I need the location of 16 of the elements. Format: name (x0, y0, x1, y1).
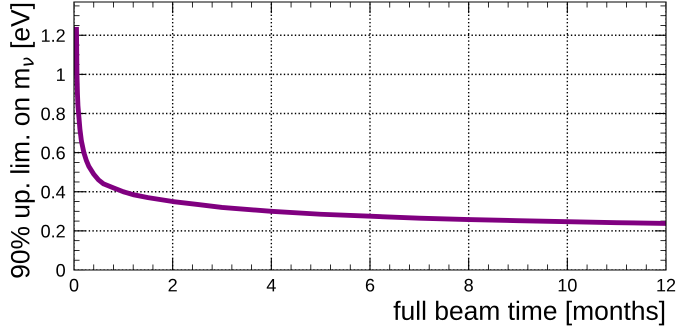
x-tick-label: 8 (464, 278, 473, 292)
y-tick-label: 0 (56, 264, 65, 277)
x-tick-label: 0 (70, 278, 78, 292)
y-tick-label: 1 (57, 68, 65, 81)
y-tick-label: 0.8 (41, 107, 65, 120)
y-tick-label: 1.2 (42, 29, 65, 42)
x-tick-label: 10 (558, 278, 577, 292)
x-axis-title: full beam time [months] (394, 300, 664, 326)
x-tick-label: 12 (657, 278, 676, 292)
y-axis-title: 90% up. lim. on m$_{ν}$ [eV] (10, 4, 35, 278)
y-tick-label: 0.2 (41, 224, 65, 238)
y-tick-label: 0.6 (41, 146, 65, 160)
x-tick-label: 2 (168, 278, 177, 292)
x-tick-label: 6 (366, 278, 374, 292)
y-tick-label: 0.4 (41, 186, 66, 198)
x-tick-label: 4 (266, 278, 276, 292)
